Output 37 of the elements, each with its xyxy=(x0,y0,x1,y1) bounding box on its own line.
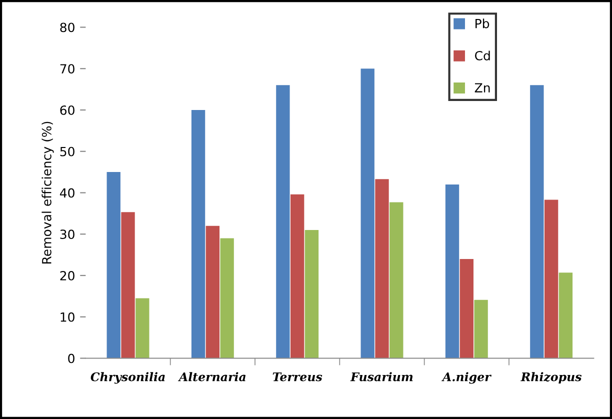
bar xyxy=(136,298,150,358)
bar xyxy=(276,85,290,358)
bar xyxy=(360,68,374,358)
x-tick-label: Terreus xyxy=(272,372,322,382)
x-tick-label: Chrysonilia xyxy=(90,372,165,384)
bar xyxy=(474,300,488,358)
y-tick-label: 0 xyxy=(68,354,74,364)
x-tick-label: Rhizopus xyxy=(520,372,582,384)
y-tick-label: 10 xyxy=(60,312,74,322)
y-tick-label: 50 xyxy=(60,146,74,156)
bar xyxy=(460,258,474,358)
y-tick-label: 30 xyxy=(60,230,74,240)
bar xyxy=(445,184,460,358)
bar xyxy=(206,226,220,358)
bar xyxy=(375,179,389,358)
bar xyxy=(530,85,544,358)
y-tick-label: 60 xyxy=(60,105,74,115)
bar xyxy=(121,212,135,358)
legend-label: Zn xyxy=(474,83,490,92)
x-tick-label: A.niger xyxy=(442,372,492,384)
x-tick-label: Alternaria xyxy=(178,372,246,382)
y-tick-label: 40 xyxy=(60,188,74,198)
bar xyxy=(191,110,206,358)
bar xyxy=(220,238,234,358)
y-tick-label: 80 xyxy=(60,22,74,32)
bar xyxy=(106,172,120,358)
legend-label: Cd xyxy=(474,50,490,60)
y-tick-label: 70 xyxy=(60,64,74,74)
x-tick-label: Fusarium xyxy=(350,372,413,382)
y-axis-title: Removal efficiency (%) xyxy=(42,122,54,264)
bar xyxy=(558,272,573,358)
bar xyxy=(304,230,319,358)
y-tick-label: 20 xyxy=(60,270,74,280)
bar xyxy=(290,194,304,358)
bar xyxy=(390,202,404,358)
bar xyxy=(544,200,558,358)
legend-label: Pb xyxy=(476,18,490,28)
